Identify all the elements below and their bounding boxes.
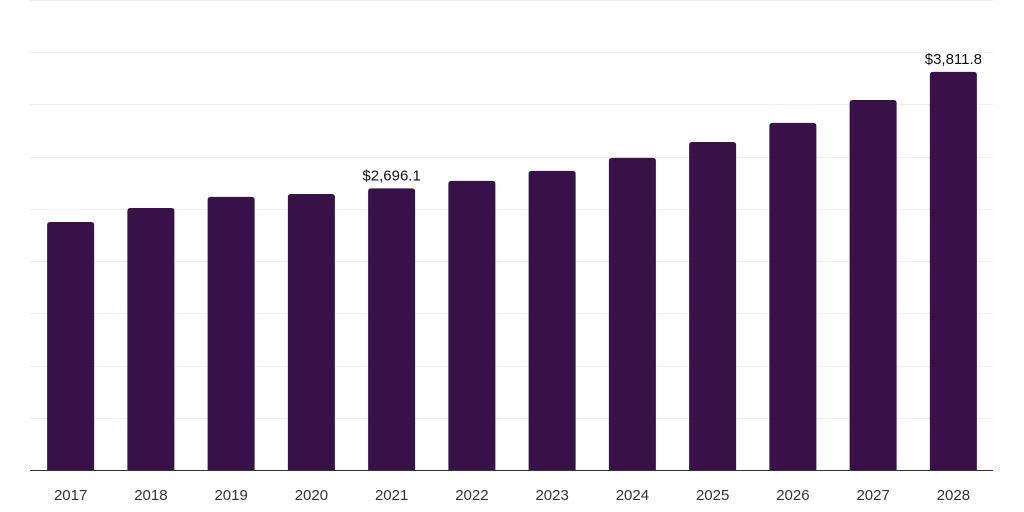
x-tick-label: 2019 — [214, 487, 247, 504]
x-tick-label: 2025 — [696, 487, 729, 504]
bar-2027 — [849, 99, 897, 470]
data-label: $2,696.1 — [362, 167, 420, 184]
bar-2018 — [127, 207, 175, 470]
x-axis-tick-labels: 2017 2018 2019 2020 2021 2022 2023 2024 2025 2026… — [54, 487, 970, 504]
bar-2017 — [47, 221, 95, 470]
x-tick-label: 2028 — [937, 487, 970, 504]
data-label: $3,811.8 — [925, 51, 982, 68]
x-tick-label: 2020 — [295, 487, 328, 504]
bar-2023 — [528, 170, 576, 471]
data-labels: $2,696.1 $3,811.8 — [362, 51, 982, 185]
x-tick-label: 2024 — [616, 487, 649, 504]
bar-2022 — [448, 180, 496, 471]
x-tick-label: 2026 — [776, 487, 809, 504]
gridlines — [30, 0, 993, 419]
x-tick-label: 2021 — [375, 487, 408, 504]
x-tick-label: 2018 — [134, 487, 167, 504]
bar-2019 — [207, 196, 255, 470]
bar-2021 — [368, 188, 416, 470]
bar-2020 — [287, 193, 335, 470]
bar-2025 — [689, 141, 737, 470]
x-tick-label: 2023 — [535, 487, 568, 504]
x-tick-label: 2022 — [455, 487, 488, 504]
bar-2024 — [608, 157, 656, 471]
x-tick-label: 2027 — [856, 487, 889, 504]
bars — [47, 71, 977, 471]
bar-2026 — [769, 122, 817, 470]
x-tick-label: 2017 — [54, 487, 87, 504]
bar-2028 — [929, 71, 977, 471]
